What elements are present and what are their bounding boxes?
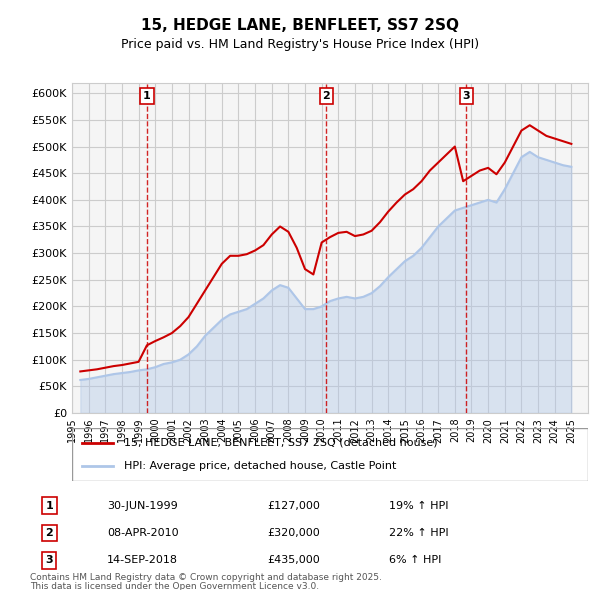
Text: 3: 3 <box>463 91 470 101</box>
Text: 15, HEDGE LANE, BENFLEET, SS7 2SQ (detached house): 15, HEDGE LANE, BENFLEET, SS7 2SQ (detac… <box>124 438 437 448</box>
Text: 19% ↑ HPI: 19% ↑ HPI <box>389 500 448 510</box>
Text: £435,000: £435,000 <box>268 555 320 565</box>
Text: 15, HEDGE LANE, BENFLEET, SS7 2SQ: 15, HEDGE LANE, BENFLEET, SS7 2SQ <box>141 18 459 32</box>
Text: 30-JUN-1999: 30-JUN-1999 <box>107 500 178 510</box>
Text: £127,000: £127,000 <box>268 500 320 510</box>
Text: This data is licensed under the Open Government Licence v3.0.: This data is licensed under the Open Gov… <box>30 582 319 590</box>
Text: 08-APR-2010: 08-APR-2010 <box>107 528 179 538</box>
Text: Contains HM Land Registry data © Crown copyright and database right 2025.: Contains HM Land Registry data © Crown c… <box>30 573 382 582</box>
Text: HPI: Average price, detached house, Castle Point: HPI: Average price, detached house, Cast… <box>124 461 396 471</box>
Text: £320,000: £320,000 <box>268 528 320 538</box>
Text: 3: 3 <box>46 555 53 565</box>
Text: 2: 2 <box>322 91 330 101</box>
Text: Price paid vs. HM Land Registry's House Price Index (HPI): Price paid vs. HM Land Registry's House … <box>121 38 479 51</box>
Text: 14-SEP-2018: 14-SEP-2018 <box>107 555 178 565</box>
Text: 1: 1 <box>46 500 53 510</box>
Text: 2: 2 <box>46 528 53 538</box>
Text: 6% ↑ HPI: 6% ↑ HPI <box>389 555 441 565</box>
Text: 1: 1 <box>143 91 151 101</box>
Text: 22% ↑ HPI: 22% ↑ HPI <box>389 528 448 538</box>
